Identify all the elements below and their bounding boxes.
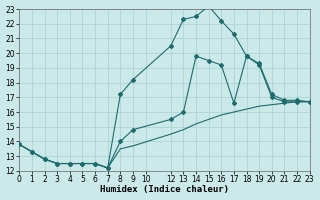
X-axis label: Humidex (Indice chaleur): Humidex (Indice chaleur) bbox=[100, 185, 229, 194]
